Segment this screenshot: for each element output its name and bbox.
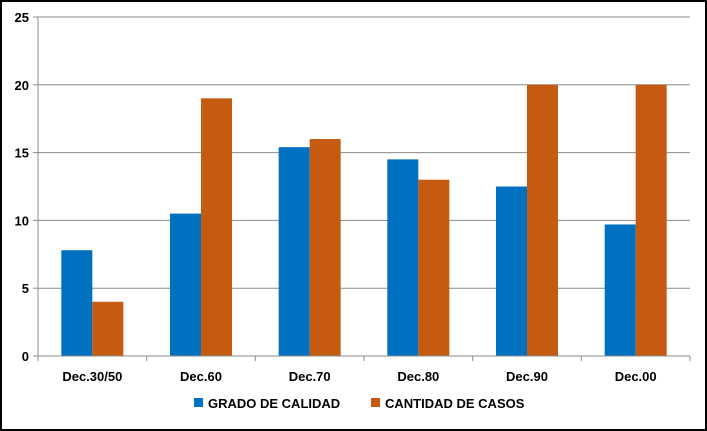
x-tick-label: Dec.90 bbox=[506, 369, 548, 384]
y-tick-label: 20 bbox=[15, 78, 29, 93]
legend-swatch-0 bbox=[194, 398, 203, 407]
bar-grado-de-calidad-0 bbox=[61, 250, 93, 356]
y-tick-label: 0 bbox=[22, 349, 29, 364]
bar-grado-de-calidad-3 bbox=[387, 159, 419, 356]
legend-swatch-1 bbox=[371, 398, 380, 407]
bar-grado-de-calidad-2 bbox=[278, 147, 310, 356]
y-tick-label: 5 bbox=[22, 281, 29, 296]
y-tick-label: 15 bbox=[15, 146, 29, 161]
bar-grado-de-calidad-5 bbox=[604, 224, 636, 356]
legend-label-1: CANTIDAD DE CASOS bbox=[385, 396, 525, 411]
bar-cantidad-de-casos-3 bbox=[418, 179, 450, 356]
bar-cantidad-de-casos-1 bbox=[201, 98, 232, 357]
x-tick-label: Dec.80 bbox=[397, 369, 439, 384]
bar-cantidad-de-casos-5 bbox=[635, 84, 667, 357]
bar-cantidad-de-casos-2 bbox=[309, 139, 341, 356]
bar-grado-de-calidad-1 bbox=[170, 213, 201, 356]
y-tick-label: 10 bbox=[15, 213, 29, 228]
y-tick-label: 25 bbox=[15, 10, 29, 25]
bar-cantidad-de-casos-0 bbox=[92, 301, 124, 356]
x-tick-label: Dec.60 bbox=[180, 369, 222, 384]
x-tick-label: Dec.00 bbox=[615, 369, 657, 384]
x-tick-label: Dec.30/50 bbox=[62, 369, 122, 384]
bar-grado-de-calidad-4 bbox=[496, 186, 527, 356]
x-tick-label: Dec.70 bbox=[289, 369, 331, 384]
legend-label-0: GRADO DE CALIDAD bbox=[208, 396, 340, 411]
bar-cantidad-de-casos-4 bbox=[527, 84, 558, 357]
